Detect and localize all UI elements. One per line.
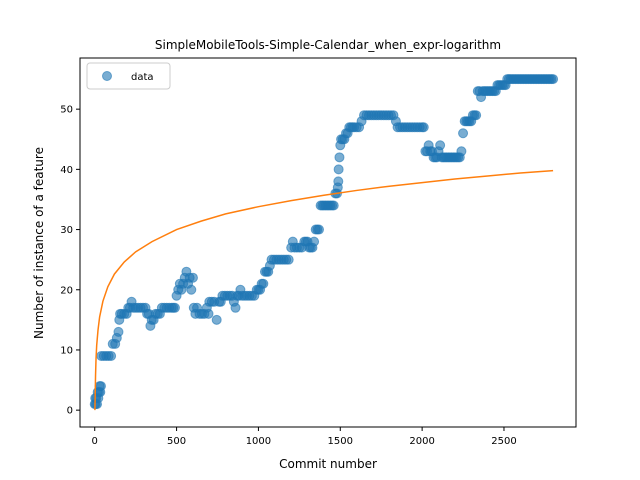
data-point xyxy=(334,152,345,163)
data-point xyxy=(203,308,214,319)
fit-line xyxy=(94,169,554,411)
x-tick-label: 500 xyxy=(167,436,186,447)
data-point xyxy=(187,272,198,283)
y-tick-label: 0 xyxy=(67,406,73,417)
x-tick-label: 1000 xyxy=(246,436,271,447)
chart-title: SimpleMobileTools-Simple-Calendar_when_e… xyxy=(155,38,501,52)
data-point xyxy=(548,74,559,85)
legend: data xyxy=(86,62,171,90)
data-point xyxy=(309,236,320,247)
plot-area xyxy=(89,74,559,411)
x-tick-label: 2500 xyxy=(491,436,516,447)
y-tick-label: 50 xyxy=(60,105,73,116)
data-point xyxy=(113,326,124,337)
y-axis-label: Number of instance of a feature xyxy=(32,147,46,339)
x-axis-label: Commit number xyxy=(279,457,377,471)
x-tick-label: 1500 xyxy=(328,436,353,447)
y-tick-label: 10 xyxy=(60,345,73,356)
data-point xyxy=(186,284,197,295)
y-axis-ticks: 0 10 20 30 40 50 xyxy=(60,105,80,417)
data-point xyxy=(458,128,469,139)
data-point xyxy=(106,350,117,361)
y-tick-label: 30 xyxy=(60,225,73,236)
x-tick-label: 0 xyxy=(92,436,98,447)
legend-box xyxy=(86,62,171,90)
data-point xyxy=(435,140,446,151)
x-tick-label: 2000 xyxy=(409,436,434,447)
data-point xyxy=(230,302,241,313)
data-point xyxy=(283,254,294,265)
y-tick-label: 40 xyxy=(60,165,73,176)
x-axis-ticks: 0 500 1000 1500 2000 2500 xyxy=(92,427,517,447)
plot-frame xyxy=(79,57,577,428)
data-point xyxy=(95,381,106,392)
data-point xyxy=(314,224,324,235)
scatter-series-data xyxy=(89,74,559,410)
data-point xyxy=(258,278,269,289)
data-point xyxy=(211,314,222,325)
data-point xyxy=(471,110,482,121)
data-point xyxy=(328,200,339,211)
legend-label-data: data xyxy=(131,72,154,83)
data-point xyxy=(333,164,344,175)
legend-marker-data xyxy=(102,71,112,81)
data-point xyxy=(333,176,344,187)
data-point xyxy=(456,146,467,157)
data-point xyxy=(418,122,429,133)
data-point xyxy=(169,302,180,313)
y-tick-label: 20 xyxy=(60,285,73,296)
